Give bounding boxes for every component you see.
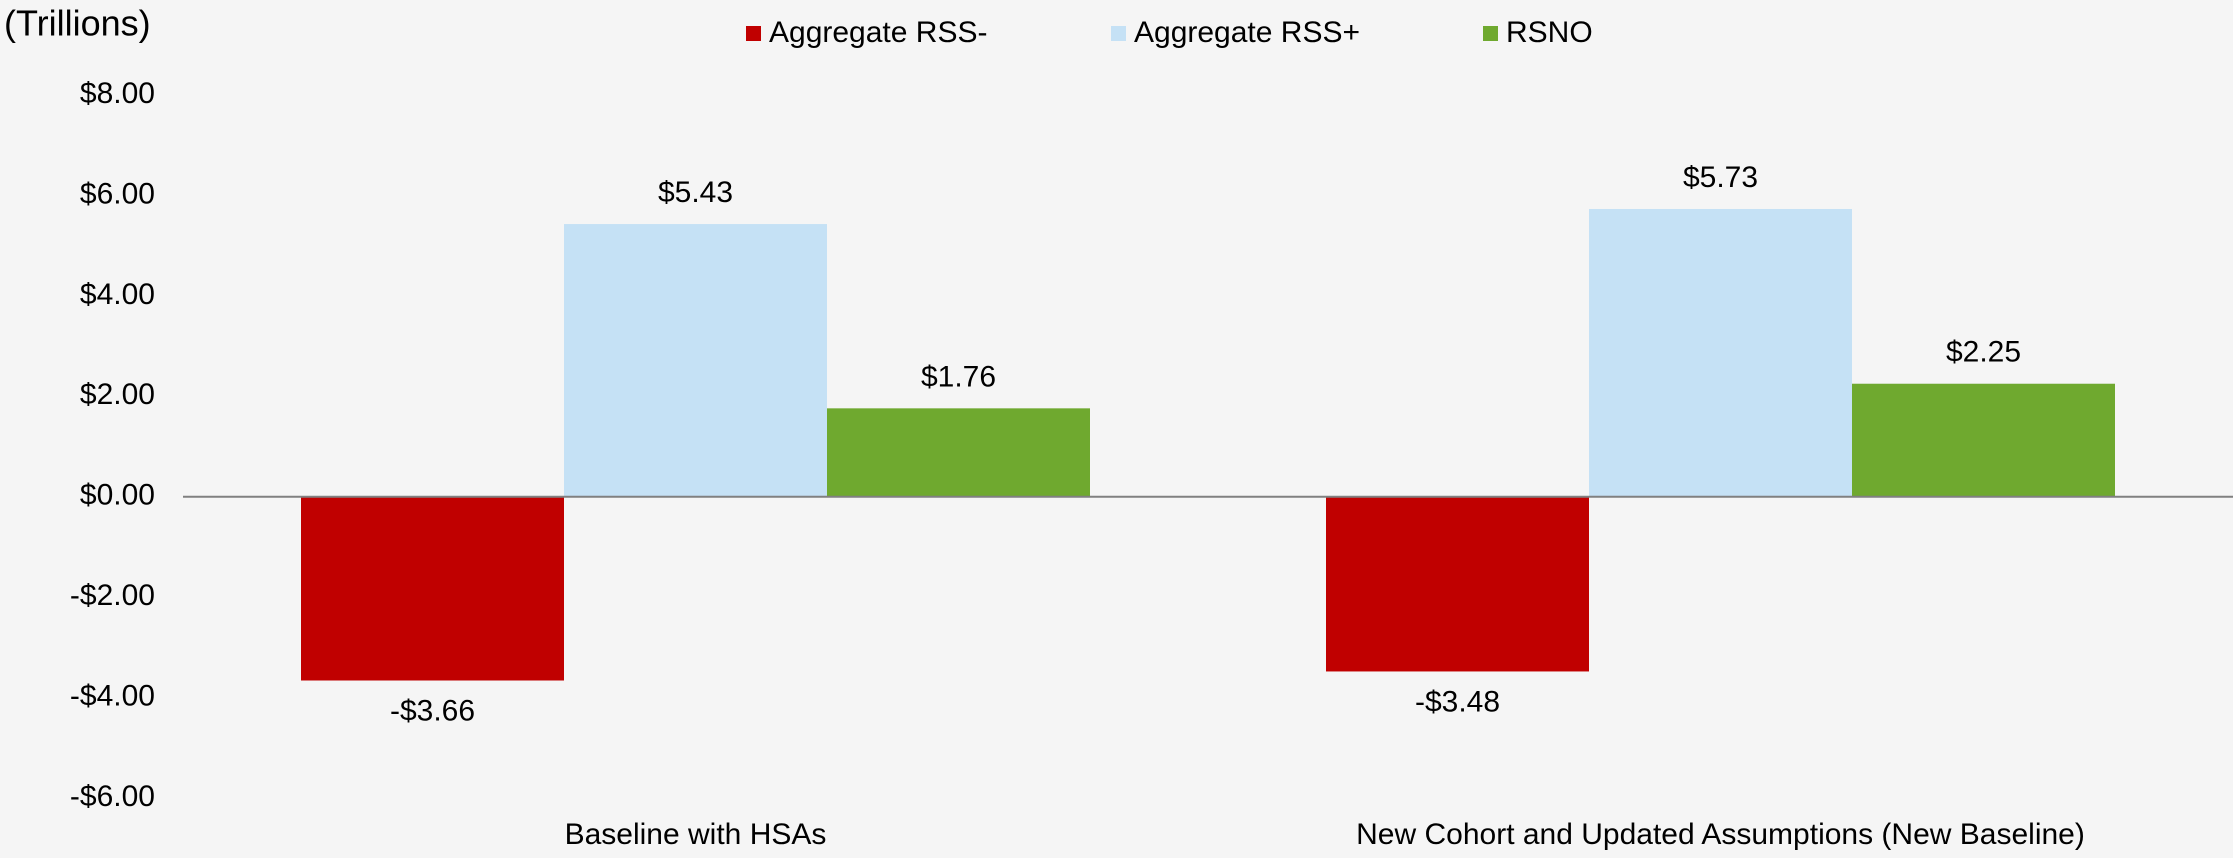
y-tick-label: -$4.00 <box>70 679 155 712</box>
legend-label: Aggregate RSS+ <box>1134 16 1360 49</box>
legend-swatch <box>1483 26 1498 41</box>
bar <box>827 408 1090 497</box>
bar <box>301 496 564 681</box>
y-tick-label: -$2.00 <box>70 579 155 612</box>
data-label: $5.73 <box>1683 161 1758 194</box>
legend-swatch <box>746 26 761 41</box>
legend-label: Aggregate RSS- <box>769 16 987 49</box>
legend-label: RSNO <box>1506 16 1593 49</box>
data-label: $5.43 <box>658 176 733 209</box>
data-label: $2.25 <box>1946 336 2021 369</box>
chart-title: (Trillions) <box>4 3 151 44</box>
bar <box>1326 496 1589 672</box>
x-tick-label: New Cohort and Updated Assumptions (New … <box>1356 818 2085 851</box>
y-tick-label: $4.00 <box>80 278 155 311</box>
bar <box>564 224 827 497</box>
y-tick-label: -$6.00 <box>70 780 155 813</box>
legend-swatch <box>1111 26 1126 41</box>
y-tick-label: $8.00 <box>80 77 155 110</box>
bar <box>1852 383 2115 497</box>
data-label: $1.76 <box>921 360 996 393</box>
bar <box>1589 208 1852 497</box>
data-label: -$3.66 <box>390 694 475 727</box>
y-tick-label: $2.00 <box>80 378 155 411</box>
y-tick-label: $0.00 <box>80 479 155 512</box>
data-label: -$3.48 <box>1415 685 1500 718</box>
x-tick-label: Baseline with HSAs <box>565 818 827 851</box>
y-tick-label: $6.00 <box>80 177 155 210</box>
